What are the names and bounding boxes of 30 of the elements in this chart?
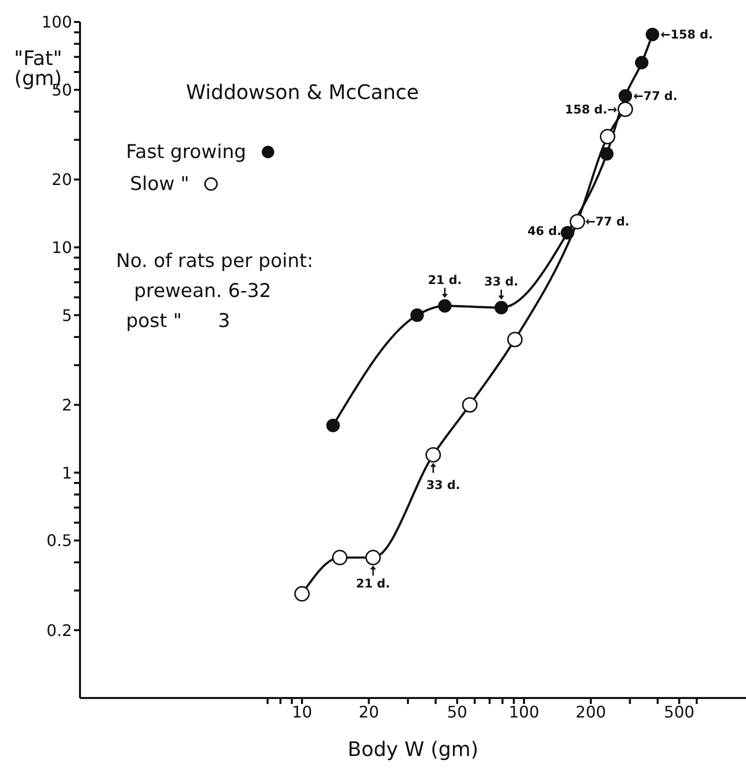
- annotation: Widdowson & McCance: [186, 80, 419, 104]
- x-tick-label: 10: [292, 702, 312, 722]
- y-tick-label: 0.5: [46, 531, 72, 550]
- x-tick-label: 500: [664, 702, 694, 722]
- legend-label: Fast growing: [126, 141, 246, 163]
- annotation: ←158 d.: [660, 28, 713, 42]
- y-tick-label: 2: [62, 396, 72, 415]
- x-tick-label: 200: [576, 702, 606, 722]
- annotation: ←77 d.: [585, 214, 630, 229]
- y-tick-label: 0.2: [46, 620, 72, 640]
- annotation: prewean. 6-32: [133, 279, 272, 304]
- y-tick-label: 1: [62, 463, 72, 482]
- legend-label: Slow ": [130, 173, 190, 195]
- annotation: 158 d.→: [564, 102, 618, 116]
- y-tick-label: 20: [52, 170, 72, 190]
- annotation: No. of rats per point:: [116, 249, 314, 274]
- annotation: 21 d.: [428, 272, 462, 287]
- x-tick-label: 50: [446, 702, 468, 722]
- annotation: 46 d.: [527, 224, 562, 238]
- annotation: post " 3: [125, 309, 232, 334]
- x-tick-label: 100: [508, 702, 540, 722]
- y-tick-label: 100: [41, 12, 72, 32]
- annotation: 33 d.: [484, 274, 518, 289]
- annotation: ←77 d.: [633, 88, 678, 103]
- annotation: 21 d.: [356, 576, 390, 591]
- y-tick-label: 10: [52, 238, 72, 258]
- x-tick-label: 20: [358, 702, 380, 722]
- annotation: 33 d.: [426, 478, 460, 492]
- y-tick-label: 5: [62, 306, 72, 325]
- x-axis-title: Body W (gm): [348, 737, 478, 761]
